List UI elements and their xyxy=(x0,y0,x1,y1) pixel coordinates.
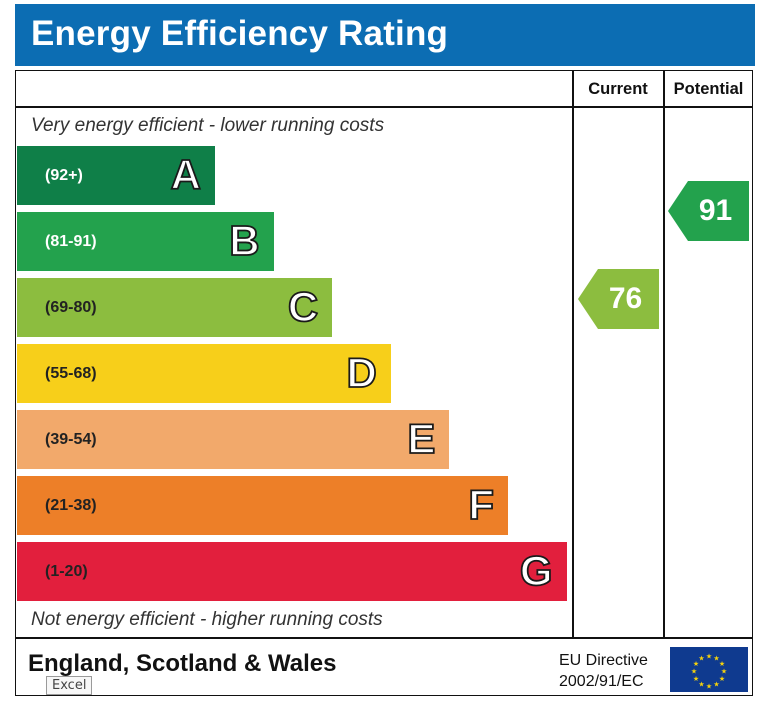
band-d: (55-68) D xyxy=(17,344,391,403)
band-f: (21-38) F xyxy=(17,476,508,535)
band-c: (69-80) C xyxy=(17,278,333,337)
band-letter: G xyxy=(519,546,553,595)
band-range-label: (21-38) xyxy=(45,496,97,514)
current-rating-arrow: 76 xyxy=(578,269,659,329)
footer-country: England, Scotland & Wales xyxy=(28,650,337,677)
potential-column-header: Potential xyxy=(673,80,744,98)
band-range-label: (39-54) xyxy=(45,430,97,448)
band-letter: D xyxy=(346,348,378,397)
potential-rating-value: 91 xyxy=(698,194,733,227)
eu-directive-line1: EU Directive xyxy=(559,652,648,669)
current-rating-value: 76 xyxy=(608,282,643,315)
band-range-label: (69-80) xyxy=(45,298,97,316)
flag-star: ★ xyxy=(698,654,704,662)
eu-flag-icon: ★ ★ ★ ★ ★ ★ ★ ★ ★ ★ ★ ★ xyxy=(670,647,748,692)
band-range-label: (1-20) xyxy=(45,562,88,580)
chart-header: Energy Efficiency Rating xyxy=(15,4,755,66)
excel-tooltip: Excel xyxy=(46,676,93,695)
flag-star: ★ xyxy=(719,675,725,683)
flag-star: ★ xyxy=(721,667,727,675)
band-b: (81-91) B xyxy=(17,212,274,271)
flag-star: ★ xyxy=(719,660,725,668)
flag-star: ★ xyxy=(693,675,699,683)
eu-directive: EU Directive 2002/91/EC xyxy=(559,650,648,692)
eu-directive-line2: 2002/91/EC xyxy=(559,673,644,690)
band-e: (39-54) E xyxy=(17,410,450,469)
footer-divider xyxy=(15,637,753,639)
band-g: (1-20) G xyxy=(17,542,567,601)
band-range-label: (92+) xyxy=(45,166,83,184)
band-letter: B xyxy=(228,216,260,265)
current-column-divider xyxy=(572,70,574,638)
band-a: (92+) A xyxy=(17,146,215,205)
flag-star: ★ xyxy=(706,652,712,660)
band-letter: A xyxy=(170,150,202,199)
flag-star: ★ xyxy=(691,667,697,675)
potential-rating-arrow: 91 xyxy=(668,181,749,241)
band-range-label: (81-91) xyxy=(45,232,97,250)
band-letter: F xyxy=(467,480,494,529)
bottom-caption: Not energy efficient - higher running co… xyxy=(31,609,383,630)
band-letter: C xyxy=(287,282,319,331)
band-letter: E xyxy=(406,414,436,463)
flag-star: ★ xyxy=(698,680,704,688)
flag-star: ★ xyxy=(693,660,699,668)
band-range-label: (55-68) xyxy=(45,364,97,382)
potential-column-divider xyxy=(663,70,665,638)
flag-star: ★ xyxy=(713,680,719,688)
chart-title: Energy Efficiency Rating xyxy=(31,14,449,53)
current-column-header: Current xyxy=(588,80,648,98)
top-caption: Very energy efficient - lower running co… xyxy=(31,115,385,136)
flag-star: ★ xyxy=(713,654,719,662)
header-row-divider xyxy=(15,106,753,108)
flag-star: ★ xyxy=(706,682,712,690)
